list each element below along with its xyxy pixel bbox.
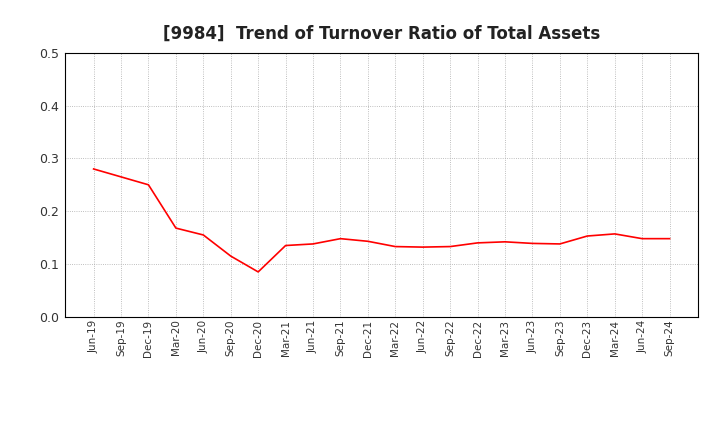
Title: [9984]  Trend of Turnover Ratio of Total Assets: [9984] Trend of Turnover Ratio of Total … bbox=[163, 25, 600, 43]
